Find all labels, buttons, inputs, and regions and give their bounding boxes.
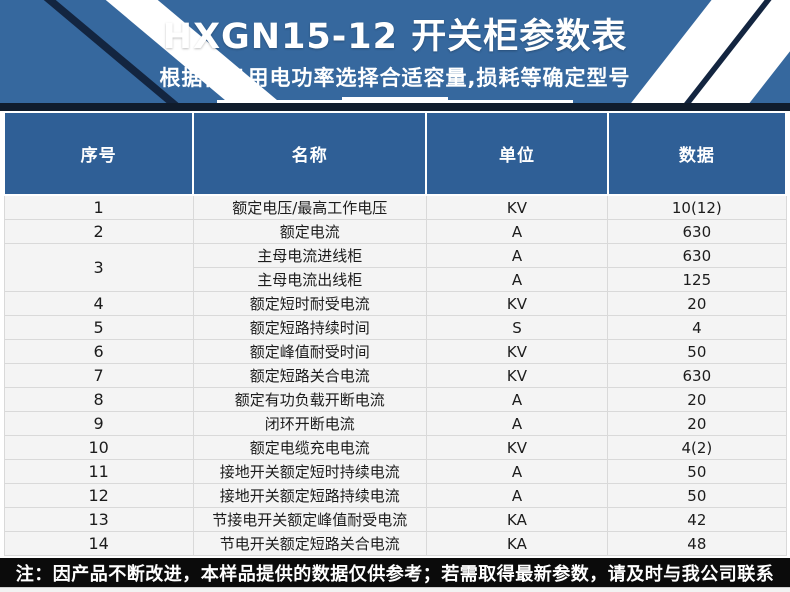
- name-cell: 额定电缆充电电流: [192, 435, 427, 460]
- name-cell: 接地开关额定短时持续电流: [192, 459, 427, 484]
- parameters-table-wrap: 序号 名称 单位 数据 1 额定电压/最高工作电压 KV 10(12) 2 额定电流 A 630 3 主…: [0, 111, 790, 556]
- note-gap: [0, 556, 790, 558]
- name-cell: 额定短路持续时间: [192, 315, 427, 340]
- table-row: 9 闭环开断电流 A 20: [3, 411, 787, 436]
- divider-thick-segment: [342, 97, 448, 103]
- row-number-cell: 12: [3, 483, 194, 508]
- row-number-cell: 6: [3, 339, 194, 364]
- name-cell: 接地开关额定短路持续电流: [192, 483, 427, 508]
- name-cell: 额定峰值耐受时间: [192, 339, 427, 364]
- table-header-row: 序号 名称 单位 数据: [2, 111, 788, 196]
- value-cell: 630: [607, 243, 787, 268]
- name-cell: 额定有功负载开断电流: [192, 387, 427, 412]
- value-cell: 20: [607, 387, 787, 412]
- page-title: HXGN15-12 开关柜参数表: [162, 17, 628, 57]
- row-number-cell: 11: [3, 459, 194, 484]
- unit-cell: A: [425, 411, 609, 436]
- column-header-2: 单位: [425, 111, 609, 196]
- unit-cell: KA: [425, 507, 609, 532]
- row-number-cell: 3: [3, 243, 194, 292]
- column-header-3: 数据: [606, 111, 788, 196]
- name-cell: 额定电压/最高工作电压: [192, 194, 427, 220]
- value-cell: 50: [607, 339, 787, 364]
- table-row: 主母电流出线柜 A 125: [4, 267, 787, 292]
- table-body: 1 额定电压/最高工作电压 KV 10(12) 2 额定电流 A 630 3 主母电流进线柜 A 63…: [3, 194, 787, 556]
- row-number-cell: 1: [3, 194, 194, 220]
- value-cell: 42: [607, 507, 787, 532]
- value-cell: 50: [607, 483, 787, 508]
- name-cell: 额定短时耐受电流: [192, 291, 427, 316]
- name-cell: 节接电开关额定峰值耐受电流: [192, 507, 427, 532]
- table-row: 8 额定有功负载开断电流 A 20: [3, 387, 787, 412]
- value-cell: 48: [607, 531, 787, 556]
- table-row: 6 额定峰值耐受时间 KV 50: [3, 339, 787, 364]
- row-number-cell: 10: [3, 435, 194, 460]
- table-header: 序号 名称 单位 数据: [2, 111, 788, 196]
- title-divider: [0, 97, 790, 103]
- table-row: 2 额定电流 A 630: [3, 219, 787, 244]
- table-row: 3 主母电流进线柜 A 630: [3, 243, 787, 292]
- value-cell: 10(12): [607, 194, 787, 220]
- name-cell: 闭环开断电流: [192, 411, 427, 436]
- name-cell: 额定短路关合电流: [192, 363, 427, 388]
- table-row: 5 额定短路持续时间 S 4: [3, 315, 787, 340]
- column-header-0: 序号: [2, 111, 195, 196]
- unit-cell: A: [425, 219, 609, 244]
- unit-cell: A: [425, 459, 609, 484]
- table-row: 7 额定短路关合电流 KV 630: [3, 363, 787, 388]
- parameters-table: 序号 名称 单位 数据 1 额定电压/最高工作电压 KV 10(12) 2 额定电流 A 630 3 主…: [2, 111, 788, 556]
- value-cell: 50: [607, 459, 787, 484]
- table-row: 12 接地开关额定短路持续电流 A 50: [3, 483, 787, 508]
- row-number-cell: 4: [3, 291, 194, 316]
- navy-separator-strip: [0, 103, 790, 111]
- row-number-cell: 13: [3, 507, 194, 532]
- unit-cell: A: [425, 387, 609, 412]
- table-row: 14 节电开关额定短路关合电流 KA 48: [3, 531, 787, 556]
- table-row: 4 额定短时耐受电流 KV 20: [3, 291, 787, 316]
- footer-note-bar: 注：因产品不断改进，本样品提供的数据仅供参考；若需取得最新参数，请及时与我公司联…: [0, 558, 790, 587]
- table-row: 13 节接电开关额定峰值耐受电流 KA 42: [3, 507, 787, 532]
- unit-cell: KV: [425, 194, 609, 220]
- unit-cell: KV: [425, 435, 609, 460]
- value-cell: 4(2): [607, 435, 787, 460]
- bottom-strip: [0, 587, 790, 592]
- name-cell: 节电开关额定短路关合电流: [192, 531, 427, 556]
- unit-cell: KV: [425, 339, 609, 364]
- row-number-cell: 5: [3, 315, 194, 340]
- table-row: 1 额定电压/最高工作电压 KV 10(12): [3, 194, 787, 220]
- value-cell: 4: [607, 315, 787, 340]
- unit-cell: S: [425, 315, 609, 340]
- row-number-cell: 2: [3, 219, 194, 244]
- row-number-cell: 14: [3, 531, 194, 556]
- table-row: 11 接地开关额定短时持续电流 A 50: [3, 459, 787, 484]
- title-banner: HXGN15-12 开关柜参数表 根据自身用电功率选择合适容量,损耗等确定型号: [0, 0, 790, 103]
- column-header-1: 名称: [192, 111, 428, 196]
- value-cell: 630: [607, 363, 787, 388]
- unit-cell: A: [425, 483, 609, 508]
- row-number-cell: 9: [3, 411, 194, 436]
- value-cell: 20: [607, 291, 787, 316]
- table-row: 10 额定电缆充电电流 KV 4(2): [3, 435, 787, 460]
- page-subtitle: 根据自身用电功率选择合适容量,损耗等确定型号: [159, 66, 631, 90]
- unit-cell: KV: [425, 291, 609, 316]
- unit-cell: A: [425, 243, 609, 268]
- name-cell: 主母电流出线柜: [192, 267, 427, 292]
- name-cell: 主母电流进线柜: [192, 243, 427, 268]
- value-cell: 630: [607, 219, 787, 244]
- unit-cell: KA: [425, 531, 609, 556]
- name-cell: 额定电流: [192, 219, 427, 244]
- value-cell: 125: [607, 267, 787, 292]
- unit-cell: KV: [425, 363, 609, 388]
- row-number-cell: 8: [3, 387, 194, 412]
- value-cell: 20: [607, 411, 787, 436]
- unit-cell: A: [425, 267, 609, 292]
- row-number-cell: 7: [3, 363, 194, 388]
